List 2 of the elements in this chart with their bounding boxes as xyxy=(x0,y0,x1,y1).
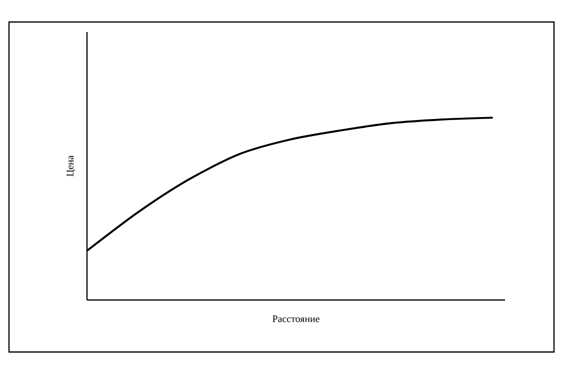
x-axis-title: Расстояние xyxy=(272,316,320,322)
y-axis-title: Цена xyxy=(66,155,76,176)
